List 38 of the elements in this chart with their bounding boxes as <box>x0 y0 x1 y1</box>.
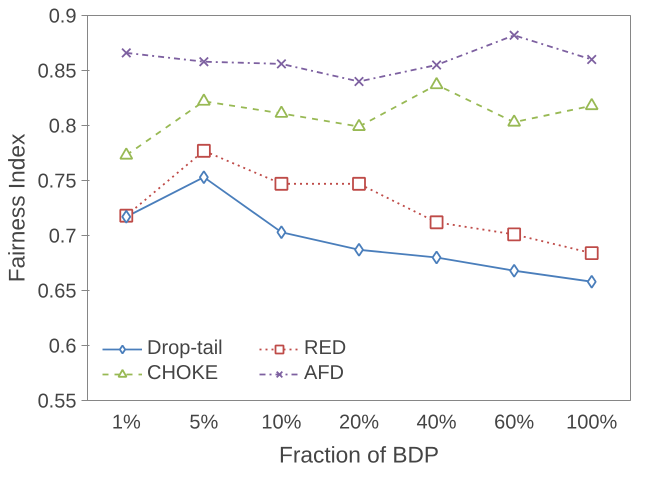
point <box>507 228 522 242</box>
point <box>352 176 366 191</box>
y-tick-label: 0.7 <box>48 226 77 248</box>
y-axis-title: Fairness Index <box>4 133 30 282</box>
point <box>121 48 132 58</box>
point <box>432 250 442 264</box>
point <box>354 76 364 87</box>
x-tick-label: 20% <box>338 412 380 434</box>
point <box>430 215 444 230</box>
y-tick-label: 0.65 <box>38 280 77 302</box>
legend-label: AFD <box>304 362 345 385</box>
point <box>509 30 520 40</box>
point <box>196 144 211 158</box>
y-tick-label: 0.85 <box>38 60 77 82</box>
legend-label: CHOKE <box>147 362 220 385</box>
x-tick-label: 60% <box>494 412 534 434</box>
x-tick-label: 10% <box>261 412 302 434</box>
legend-label: Drop-tail <box>147 337 224 360</box>
point <box>584 246 599 260</box>
y-tick-label: 0.75 <box>38 170 77 192</box>
point <box>274 176 288 191</box>
point <box>431 60 442 70</box>
y-tick-label: 0.9 <box>48 6 77 28</box>
x-tick-label: 40% <box>416 412 457 434</box>
x-tick-label: 100% <box>566 412 618 434</box>
point <box>276 58 287 70</box>
x-tick-label: 5% <box>189 412 219 434</box>
point <box>198 56 209 67</box>
point <box>509 264 520 278</box>
point <box>198 170 209 184</box>
y-tick-label: 0.8 <box>48 116 77 138</box>
y-tick-label: 0.55 <box>38 390 77 412</box>
x-tick-label: 1% <box>112 412 141 434</box>
point <box>586 54 597 65</box>
point <box>586 274 597 289</box>
legend-label: RED <box>304 337 348 360</box>
x-axis-title: Fraction of BDP <box>279 442 439 468</box>
y-tick-label: 0.6 <box>48 336 77 358</box>
